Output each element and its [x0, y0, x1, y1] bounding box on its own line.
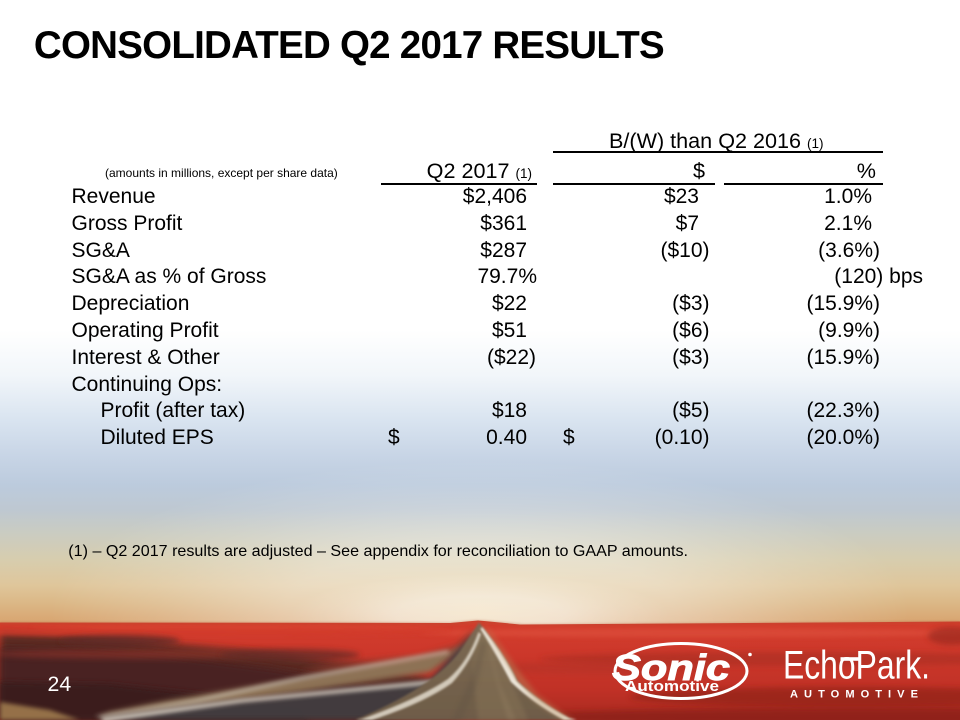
svg-text:Automotive: Automotive	[625, 679, 719, 695]
svg-text:EchoPark.: EchoPark.	[783, 644, 930, 688]
svg-text:AUTOMOTIVE: AUTOMOTIVE	[790, 689, 924, 701]
svg-text:Sonic: Sonic	[612, 647, 730, 688]
